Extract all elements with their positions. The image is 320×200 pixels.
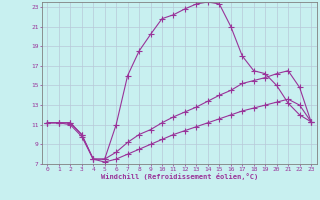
X-axis label: Windchill (Refroidissement éolien,°C): Windchill (Refroidissement éolien,°C) [100, 173, 258, 180]
